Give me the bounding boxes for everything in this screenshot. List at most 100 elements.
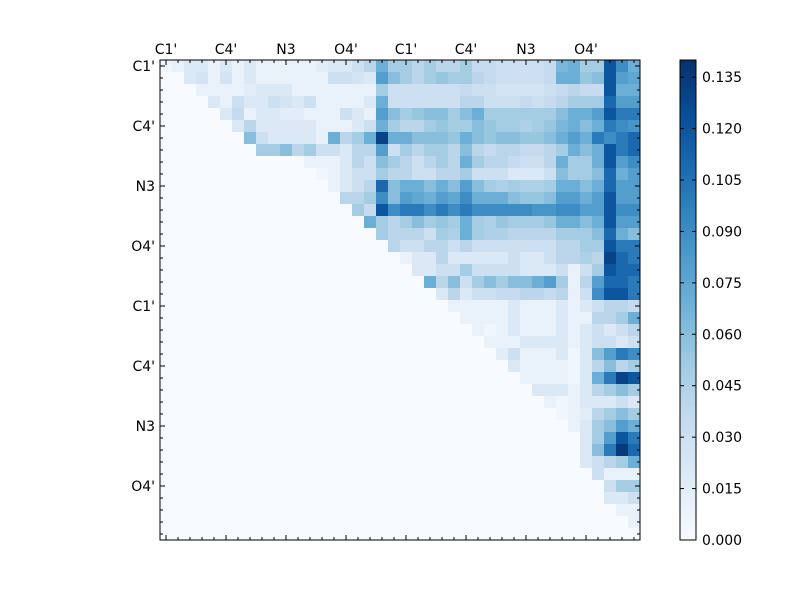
heatmap-cell	[232, 408, 245, 421]
heatmap-cell	[520, 516, 533, 529]
heatmap-cell	[460, 516, 473, 529]
y-tick-label: C4'	[132, 359, 155, 375]
heatmap-cell	[172, 240, 185, 253]
heatmap-cell	[436, 384, 449, 397]
heatmap-cell	[424, 72, 437, 85]
heatmap-cell	[328, 396, 341, 409]
heatmap-cell	[268, 288, 281, 301]
heatmap-cell	[244, 444, 257, 457]
heatmap-cell	[532, 108, 545, 121]
heatmap-cell	[160, 144, 173, 157]
heatmap-cell	[232, 84, 245, 97]
heatmap-cell	[220, 120, 233, 133]
heatmap-cell	[268, 360, 281, 373]
heatmap-cell	[352, 420, 365, 433]
heatmap-cell	[544, 264, 557, 277]
heatmap-cell	[568, 192, 581, 205]
heatmap-cell	[232, 264, 245, 277]
heatmap-cell	[448, 480, 461, 493]
heatmap-cell	[412, 420, 425, 433]
heatmap-cell	[556, 192, 569, 205]
heatmap-cell	[448, 300, 461, 313]
heatmap-cell	[400, 372, 413, 385]
heatmap-cell	[364, 480, 377, 493]
heatmap-cell	[388, 372, 401, 385]
heatmap-cell	[604, 396, 617, 409]
heatmap-cell	[532, 420, 545, 433]
heatmap-cell	[532, 60, 545, 73]
heatmap-cell	[160, 168, 173, 181]
heatmap-cell	[628, 492, 641, 505]
heatmap-cell	[628, 348, 641, 361]
heatmap-cell	[532, 84, 545, 97]
heatmap-cell	[304, 468, 317, 481]
heatmap-cell	[544, 216, 557, 229]
heatmap-cell	[256, 384, 269, 397]
heatmap-cell	[304, 108, 317, 121]
heatmap-cell	[376, 408, 389, 421]
heatmap-cell	[232, 240, 245, 253]
heatmap-cell	[532, 168, 545, 181]
heatmap-cell	[376, 132, 389, 145]
heatmap-cell	[568, 228, 581, 241]
x-tick-label: C1'	[395, 42, 418, 58]
heatmap-cell	[556, 384, 569, 397]
heatmap-cell	[532, 336, 545, 349]
heatmap-cell	[364, 96, 377, 109]
heatmap-cell	[544, 396, 557, 409]
heatmap-cell	[364, 372, 377, 385]
heatmap-cell	[520, 144, 533, 157]
heatmap-cell	[184, 468, 197, 481]
heatmap-cell	[388, 420, 401, 433]
heatmap-cell	[280, 372, 293, 385]
heatmap-cell	[580, 420, 593, 433]
heatmap-cell	[292, 372, 305, 385]
heatmap-cell	[172, 192, 185, 205]
heatmap-cell	[604, 444, 617, 457]
heatmap-cell	[604, 456, 617, 469]
heatmap-cell	[484, 156, 497, 169]
heatmap-cell	[316, 480, 329, 493]
heatmap-cell	[376, 348, 389, 361]
heatmap-cell	[556, 276, 569, 289]
heatmap-cell	[496, 288, 509, 301]
heatmap-cell	[376, 480, 389, 493]
heatmap-cell	[316, 120, 329, 133]
heatmap-cell	[604, 516, 617, 529]
heatmap-cell	[172, 468, 185, 481]
heatmap-cell	[292, 120, 305, 133]
heatmap-cell	[220, 252, 233, 265]
heatmap-cell	[460, 480, 473, 493]
heatmap-cell	[196, 180, 209, 193]
heatmap-cell	[496, 528, 509, 541]
heatmap-cell	[568, 516, 581, 529]
heatmap-cell	[604, 432, 617, 445]
heatmap-cell	[496, 108, 509, 121]
heatmap-cell	[364, 432, 377, 445]
heatmap-cell	[400, 324, 413, 337]
heatmap-cell	[472, 288, 485, 301]
heatmap-cell	[340, 300, 353, 313]
heatmap-cell	[448, 144, 461, 157]
heatmap-cell	[448, 456, 461, 469]
heatmap-cell	[172, 264, 185, 277]
heatmap-cell	[616, 432, 629, 445]
heatmap-cell	[604, 192, 617, 205]
heatmap-cell	[196, 204, 209, 217]
heatmap-cell	[544, 168, 557, 181]
heatmap-cell	[352, 432, 365, 445]
heatmap-cell	[592, 264, 605, 277]
heatmap-cell	[508, 132, 521, 145]
heatmap-cell	[436, 276, 449, 289]
heatmap-cell	[436, 480, 449, 493]
heatmap-cell	[184, 384, 197, 397]
heatmap-cell	[304, 348, 317, 361]
heatmap-cell	[628, 372, 641, 385]
heatmap-cell	[436, 72, 449, 85]
heatmap-cell	[304, 360, 317, 373]
heatmap-cell	[436, 372, 449, 385]
heatmap-cell	[304, 240, 317, 253]
heatmap-cell	[556, 480, 569, 493]
heatmap-cell	[388, 108, 401, 121]
heatmap-cell	[520, 468, 533, 481]
